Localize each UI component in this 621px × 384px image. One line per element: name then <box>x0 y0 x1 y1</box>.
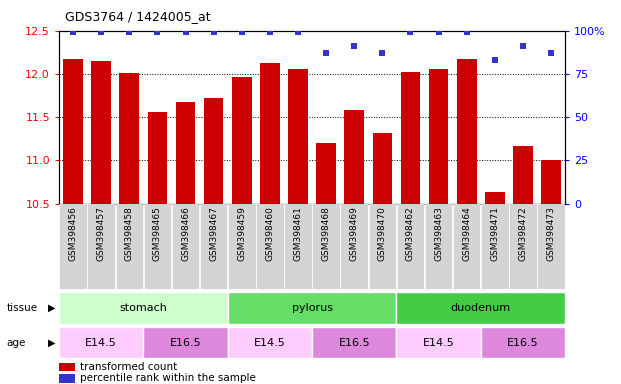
FancyBboxPatch shape <box>284 204 312 289</box>
Bar <box>91 61 111 204</box>
Point <box>152 30 162 36</box>
Text: GSM398457: GSM398457 <box>97 206 106 261</box>
Bar <box>228 327 312 358</box>
Text: transformed count: transformed count <box>80 362 178 372</box>
Text: E14.5: E14.5 <box>85 338 117 348</box>
Text: GSM398469: GSM398469 <box>350 206 359 261</box>
FancyBboxPatch shape <box>228 204 255 289</box>
FancyBboxPatch shape <box>143 204 171 289</box>
FancyBboxPatch shape <box>116 204 143 289</box>
FancyBboxPatch shape <box>172 204 199 289</box>
Text: tissue: tissue <box>6 303 37 313</box>
Bar <box>204 98 224 204</box>
FancyBboxPatch shape <box>481 204 509 289</box>
Point <box>378 50 388 56</box>
FancyBboxPatch shape <box>59 204 87 289</box>
Text: GDS3764 / 1424005_at: GDS3764 / 1424005_at <box>65 10 211 23</box>
Text: GSM398463: GSM398463 <box>434 206 443 261</box>
Bar <box>485 192 505 204</box>
Text: ▶: ▶ <box>48 303 56 313</box>
Point <box>462 30 472 36</box>
Point <box>68 30 78 36</box>
Bar <box>513 146 533 204</box>
Text: stomach: stomach <box>119 303 167 313</box>
Bar <box>481 327 565 358</box>
Text: GSM398461: GSM398461 <box>294 206 302 261</box>
Bar <box>59 327 143 358</box>
Text: E14.5: E14.5 <box>254 338 286 348</box>
Text: GSM398472: GSM398472 <box>519 206 527 261</box>
FancyBboxPatch shape <box>200 204 227 289</box>
Point <box>490 57 500 63</box>
Point <box>124 30 134 36</box>
Text: GSM398458: GSM398458 <box>125 206 134 261</box>
Text: E16.5: E16.5 <box>507 338 539 348</box>
Point <box>181 30 191 36</box>
Bar <box>59 362 75 371</box>
Point <box>293 30 303 36</box>
Bar <box>457 59 476 204</box>
Bar <box>288 69 308 204</box>
FancyBboxPatch shape <box>509 204 537 289</box>
Text: pylorus: pylorus <box>291 303 333 313</box>
Text: GSM398466: GSM398466 <box>181 206 190 261</box>
Text: GSM398462: GSM398462 <box>406 206 415 261</box>
Text: duodenum: duodenum <box>451 303 511 313</box>
FancyBboxPatch shape <box>453 204 481 289</box>
Point <box>96 30 106 36</box>
Text: GSM398459: GSM398459 <box>237 206 247 261</box>
Text: GSM398467: GSM398467 <box>209 206 218 261</box>
Bar <box>373 132 392 204</box>
Bar <box>396 327 481 358</box>
Text: E14.5: E14.5 <box>423 338 455 348</box>
Point <box>321 50 331 56</box>
Point <box>349 43 359 49</box>
Bar <box>232 76 252 204</box>
Text: GSM398460: GSM398460 <box>265 206 274 261</box>
Bar <box>312 327 396 358</box>
Text: E16.5: E16.5 <box>170 338 201 348</box>
Bar <box>396 293 565 324</box>
Point <box>265 30 275 36</box>
Bar <box>143 327 228 358</box>
Bar <box>316 143 336 204</box>
Text: GSM398468: GSM398468 <box>322 206 330 261</box>
FancyBboxPatch shape <box>369 204 396 289</box>
Text: age: age <box>6 338 25 348</box>
FancyBboxPatch shape <box>88 204 115 289</box>
Text: ▶: ▶ <box>48 338 56 348</box>
Bar <box>260 63 279 204</box>
Point <box>546 50 556 56</box>
FancyBboxPatch shape <box>256 204 284 289</box>
FancyBboxPatch shape <box>537 204 565 289</box>
Text: GSM398464: GSM398464 <box>462 206 471 261</box>
Text: GSM398456: GSM398456 <box>68 206 78 261</box>
Bar <box>59 293 228 324</box>
Bar <box>119 73 139 204</box>
FancyBboxPatch shape <box>397 204 424 289</box>
Point <box>406 30 415 36</box>
Bar <box>59 374 75 383</box>
Text: GSM398473: GSM398473 <box>546 206 556 261</box>
Bar <box>345 110 364 204</box>
Point <box>237 30 247 36</box>
Bar <box>148 112 167 204</box>
Text: percentile rank within the sample: percentile rank within the sample <box>80 374 256 384</box>
Bar <box>63 59 83 204</box>
Point <box>518 43 528 49</box>
Bar <box>428 69 448 204</box>
Text: GSM398471: GSM398471 <box>491 206 499 261</box>
Point <box>433 30 443 36</box>
Text: GSM398465: GSM398465 <box>153 206 162 261</box>
Bar <box>542 161 561 204</box>
FancyBboxPatch shape <box>425 204 452 289</box>
Text: E16.5: E16.5 <box>338 338 370 348</box>
FancyBboxPatch shape <box>340 204 368 289</box>
Bar <box>401 72 420 204</box>
Bar <box>228 293 396 324</box>
Text: GSM398470: GSM398470 <box>378 206 387 261</box>
Point <box>209 30 219 36</box>
FancyBboxPatch shape <box>312 204 340 289</box>
Bar <box>176 101 196 204</box>
